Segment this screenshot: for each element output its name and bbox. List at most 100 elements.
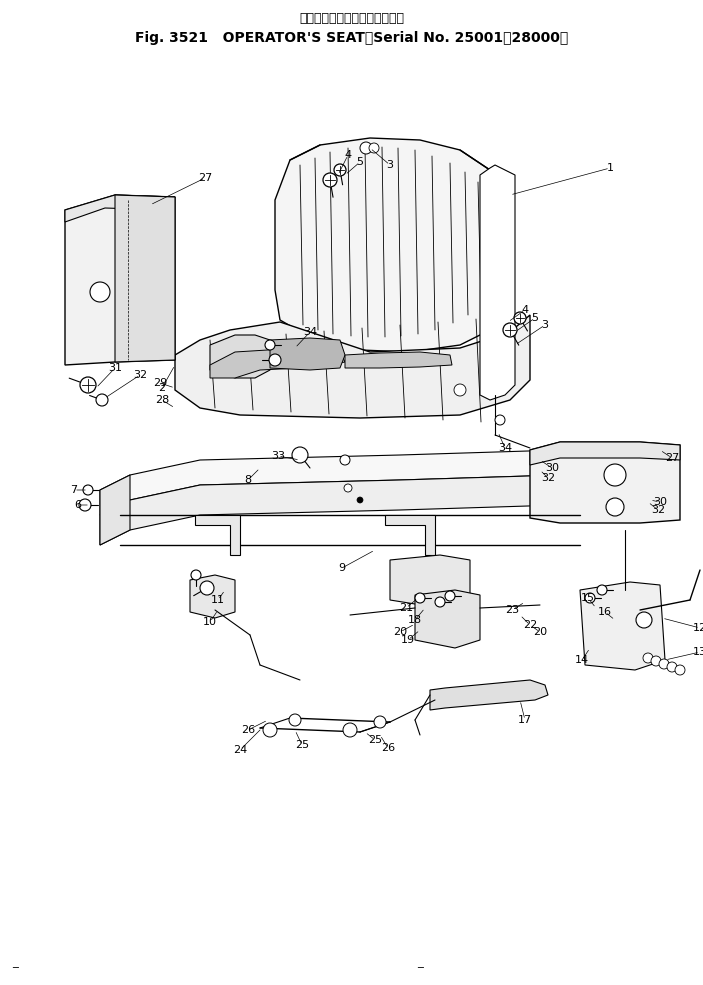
Text: 34: 34 <box>498 443 512 453</box>
Polygon shape <box>390 555 470 608</box>
Circle shape <box>369 143 379 153</box>
Text: 13: 13 <box>693 647 703 657</box>
Circle shape <box>597 585 607 595</box>
Circle shape <box>514 312 526 324</box>
Circle shape <box>415 593 425 603</box>
Text: 34: 34 <box>303 327 317 337</box>
Polygon shape <box>190 575 235 618</box>
Text: 16: 16 <box>598 607 612 617</box>
Circle shape <box>191 570 201 580</box>
Circle shape <box>96 394 108 406</box>
Circle shape <box>454 384 466 396</box>
Text: オペレータ　シート（適用号機: オペレータ シート（適用号機 <box>299 12 404 25</box>
Circle shape <box>495 415 505 425</box>
Circle shape <box>292 447 308 463</box>
Text: 1: 1 <box>607 163 614 173</box>
Circle shape <box>344 484 352 492</box>
Polygon shape <box>210 335 270 378</box>
Polygon shape <box>530 442 680 523</box>
Polygon shape <box>65 195 175 222</box>
Text: 7: 7 <box>70 485 77 495</box>
Circle shape <box>265 340 275 350</box>
Circle shape <box>334 164 346 176</box>
Text: 31: 31 <box>108 363 122 373</box>
Text: 32: 32 <box>541 473 555 483</box>
Circle shape <box>675 665 685 675</box>
Text: 12: 12 <box>693 623 703 633</box>
Polygon shape <box>270 338 345 370</box>
Circle shape <box>374 716 386 728</box>
Text: 6: 6 <box>75 500 82 510</box>
Polygon shape <box>480 165 515 400</box>
Polygon shape <box>345 352 452 368</box>
Polygon shape <box>560 445 660 480</box>
Text: 4: 4 <box>344 150 352 160</box>
Polygon shape <box>430 680 548 710</box>
Circle shape <box>667 662 677 672</box>
Text: 18: 18 <box>408 615 422 625</box>
Polygon shape <box>210 348 345 378</box>
Circle shape <box>79 499 91 511</box>
Text: 25: 25 <box>295 740 309 750</box>
Text: 20: 20 <box>533 627 547 637</box>
Polygon shape <box>100 450 600 515</box>
Text: 20: 20 <box>393 627 407 637</box>
Text: 3: 3 <box>387 160 394 170</box>
Text: ─: ─ <box>417 963 423 973</box>
Polygon shape <box>530 442 680 465</box>
Text: 19: 19 <box>401 635 415 645</box>
Text: 8: 8 <box>245 475 252 485</box>
Text: 21: 21 <box>399 603 413 613</box>
Polygon shape <box>115 195 175 362</box>
Text: 17: 17 <box>518 715 532 725</box>
Text: 5: 5 <box>356 157 363 167</box>
Text: 5: 5 <box>531 313 538 323</box>
Circle shape <box>435 597 445 607</box>
Text: 4: 4 <box>522 305 529 315</box>
Circle shape <box>604 464 626 486</box>
Polygon shape <box>560 475 660 510</box>
Text: 30: 30 <box>545 463 559 473</box>
Text: 11: 11 <box>211 595 225 605</box>
Text: 32: 32 <box>651 505 665 515</box>
Polygon shape <box>195 515 240 555</box>
Circle shape <box>357 497 363 503</box>
Polygon shape <box>100 475 130 545</box>
Text: 26: 26 <box>381 743 395 753</box>
Circle shape <box>659 659 669 669</box>
Text: 26: 26 <box>241 725 255 735</box>
Polygon shape <box>415 590 480 648</box>
Text: 27: 27 <box>665 453 679 463</box>
Text: 32: 32 <box>133 370 147 380</box>
Text: 24: 24 <box>233 745 247 755</box>
Circle shape <box>83 485 93 495</box>
Circle shape <box>263 723 277 737</box>
Circle shape <box>340 455 350 465</box>
Polygon shape <box>65 195 175 365</box>
Text: 28: 28 <box>155 395 169 405</box>
Text: 14: 14 <box>575 655 589 665</box>
Circle shape <box>289 714 301 726</box>
Text: 9: 9 <box>338 563 346 573</box>
Text: 29: 29 <box>153 378 167 388</box>
Text: 33: 33 <box>271 451 285 461</box>
Text: 23: 23 <box>505 605 519 615</box>
Circle shape <box>651 656 661 666</box>
Text: 10: 10 <box>203 617 217 627</box>
Text: 2: 2 <box>158 383 166 393</box>
Polygon shape <box>385 515 435 555</box>
Circle shape <box>343 723 357 737</box>
Circle shape <box>360 142 372 154</box>
Text: ─: ─ <box>12 963 18 973</box>
Text: 30: 30 <box>653 497 667 507</box>
Text: 3: 3 <box>541 320 548 330</box>
Text: Fig. 3521   OPERATOR'S SEAT（Serial No. 25001～28000）: Fig. 3521 OPERATOR'S SEAT（Serial No. 250… <box>136 31 569 45</box>
Circle shape <box>269 354 281 366</box>
Circle shape <box>323 173 337 187</box>
Polygon shape <box>275 138 500 352</box>
Circle shape <box>200 581 214 595</box>
Polygon shape <box>100 475 600 545</box>
Circle shape <box>636 612 652 628</box>
Circle shape <box>585 593 595 603</box>
Circle shape <box>503 323 517 337</box>
